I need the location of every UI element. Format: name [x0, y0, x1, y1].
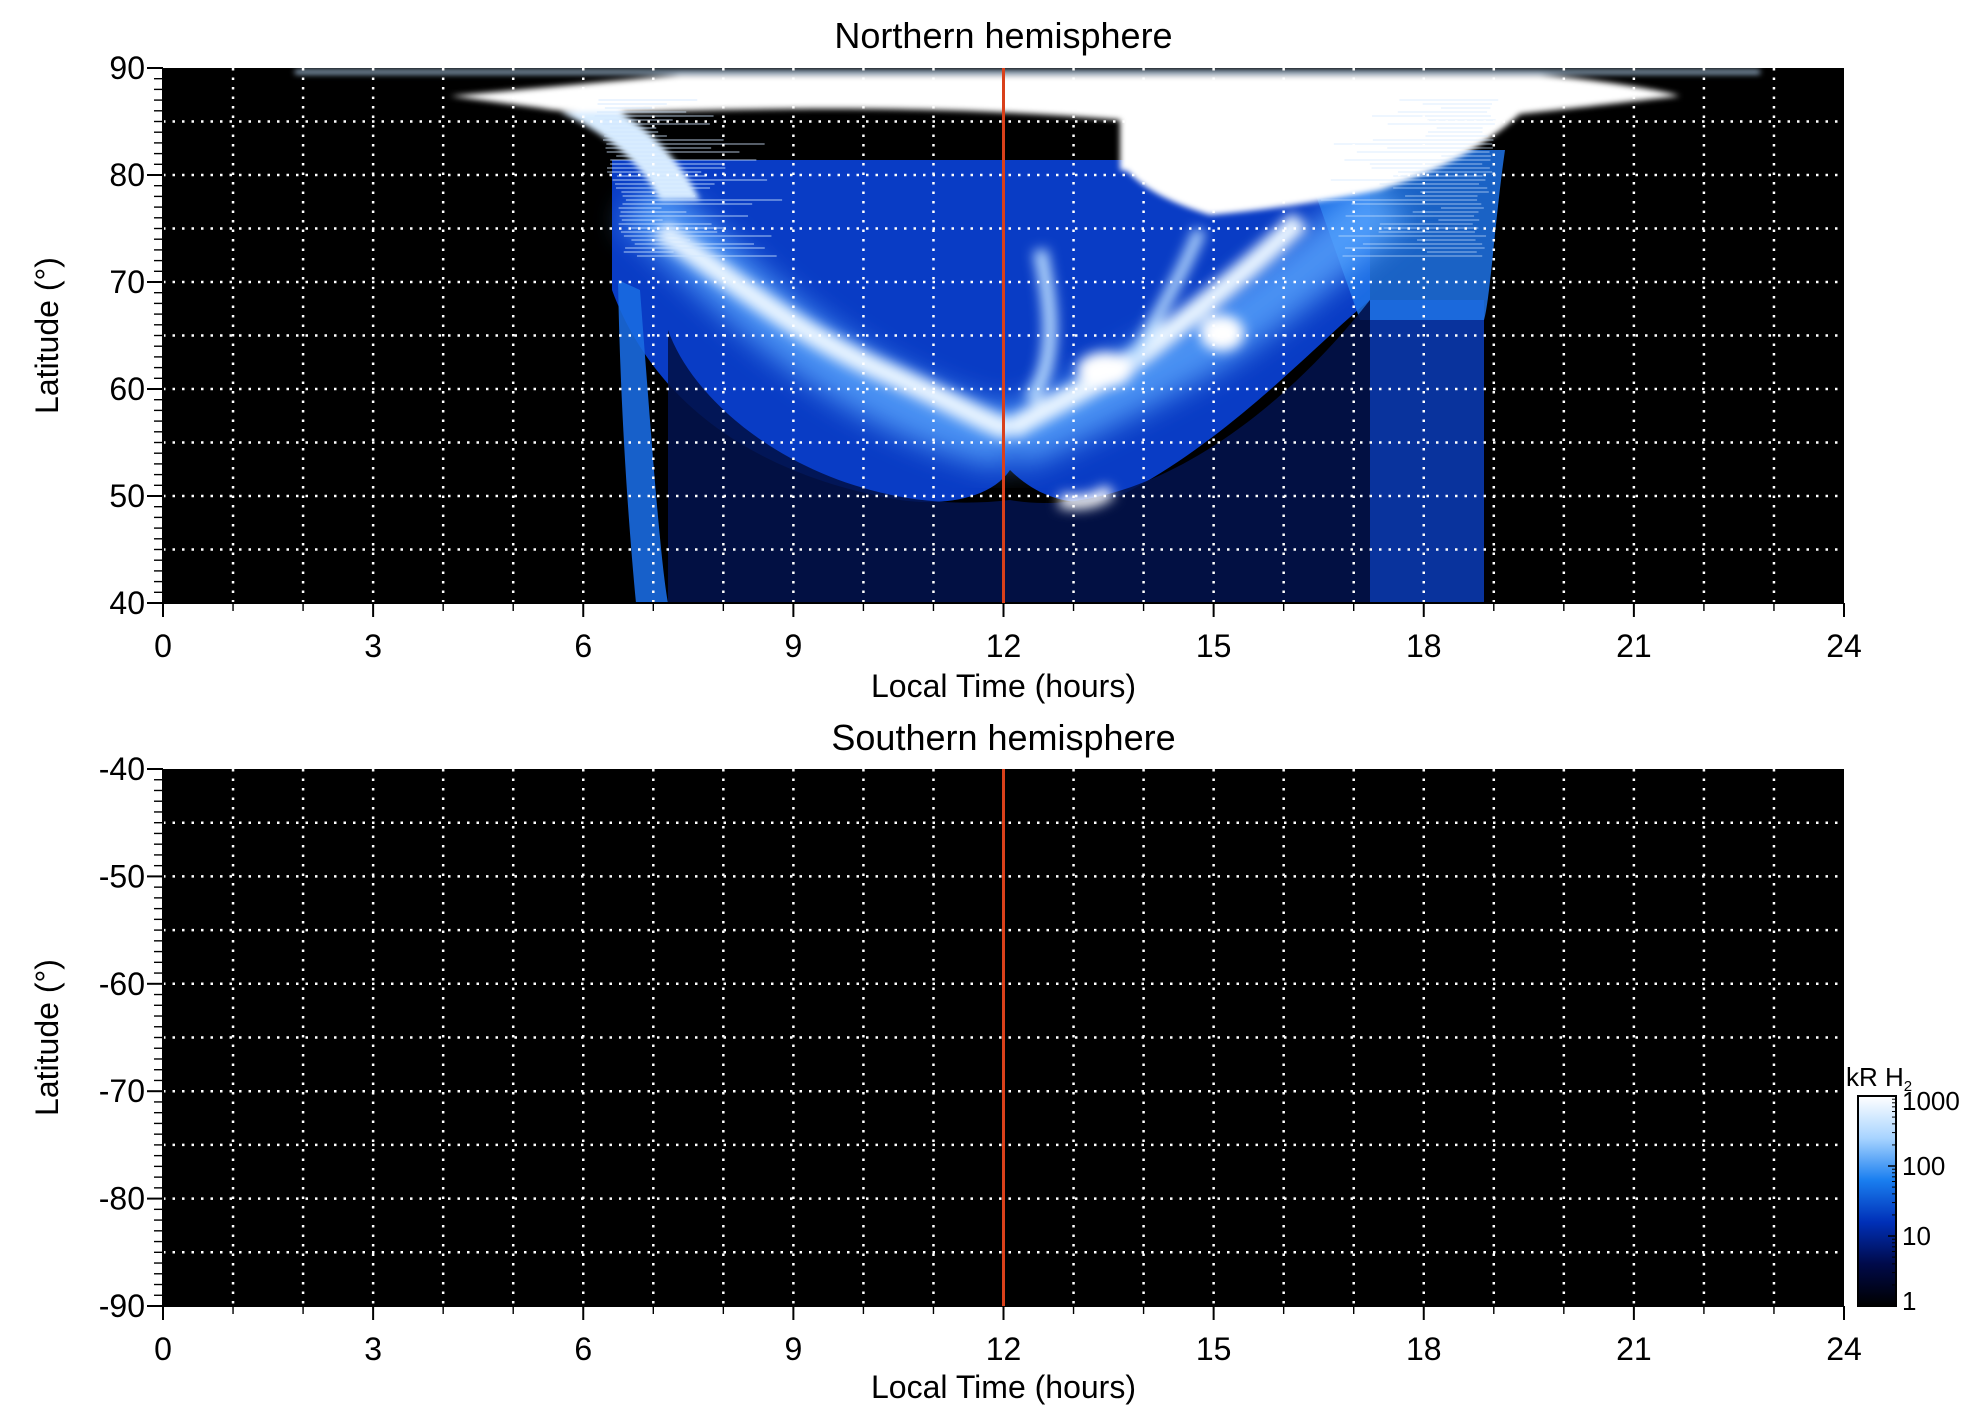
- x-tick-label: 3: [364, 628, 382, 664]
- northern-y-axis-ticks: 40 50 60 70 80 90: [109, 50, 145, 621]
- x-tick-label: 24: [1826, 628, 1862, 664]
- y-tick-label: -60: [99, 966, 145, 1002]
- x-tick-label: 21: [1616, 628, 1652, 664]
- emission-oval-bright: [653, 212, 1308, 509]
- northern-minor-ticks: [147, 67, 1845, 617]
- northern-x-axis-label: Local Time (hours): [871, 668, 1136, 704]
- emission-noise-region: [668, 300, 1370, 603]
- x-tick-label: 12: [986, 628, 1022, 664]
- southern-x-axis-ticks: 0 3 6 9 12 15 18 21 24: [154, 1331, 1862, 1367]
- x-tick-label: 0: [154, 628, 172, 664]
- x-tick-label: 15: [1196, 628, 1232, 664]
- emission-dayside-region: [612, 160, 1370, 503]
- y-tick-label: 50: [109, 478, 145, 514]
- colorbar-label: kR H2: [1846, 1062, 1912, 1095]
- emission-dusk-column: [1370, 300, 1484, 603]
- southern-y-axis-label: Latitude (°): [29, 959, 65, 1116]
- x-tick-label: 12: [986, 1331, 1022, 1367]
- northern-auroral-emission: [295, 70, 1760, 603]
- y-tick-label: -50: [99, 858, 145, 894]
- colorbar-tick-label: 1: [1902, 1286, 1916, 1316]
- y-tick-label: -90: [99, 1288, 145, 1324]
- northern-hemisphere-panel: Northern hemisphere: [29, 15, 1862, 704]
- southern-hemisphere-panel: Southern hemisphere 0 3 6 9 12 15 18 21 24 -40 -5…: [29, 717, 1862, 1405]
- colorbar-label-subscript: 2: [1904, 1078, 1912, 1095]
- northern-y-axis-label: Latitude (°): [29, 257, 65, 414]
- x-tick-label: 15: [1196, 1331, 1232, 1367]
- colorbar: kR H2 1000 100 10 1: [1846, 1062, 1960, 1316]
- colorbar-label-text: kR H: [1846, 1062, 1904, 1092]
- x-tick-label: 6: [574, 628, 592, 664]
- southern-y-axis-ticks: -40 -50 -60 -70 -80 -90: [99, 751, 145, 1324]
- x-tick-label: 18: [1406, 628, 1442, 664]
- x-tick-label: 9: [784, 1331, 802, 1367]
- colorbar-tick-label: 10: [1902, 1221, 1931, 1251]
- y-tick-label: 40: [109, 585, 145, 621]
- y-tick-label: 90: [109, 50, 145, 86]
- southern-panel-title: Southern hemisphere: [831, 717, 1175, 758]
- y-tick-label: -70: [99, 1073, 145, 1109]
- emission-streak-texture: [594, 99, 1499, 257]
- x-tick-label: 21: [1616, 1331, 1652, 1367]
- y-tick-label: -40: [99, 751, 145, 787]
- colorbar-tick-label: 1000: [1902, 1086, 1960, 1116]
- x-tick-label: 6: [574, 1331, 592, 1367]
- x-tick-label: 3: [364, 1331, 382, 1367]
- northern-panel-title: Northern hemisphere: [834, 15, 1172, 56]
- emission-dawn-column: [618, 280, 668, 603]
- y-tick-label: 70: [109, 264, 145, 300]
- x-tick-label: 9: [784, 628, 802, 664]
- x-tick-label: 24: [1826, 1331, 1862, 1367]
- colorbar-tick-label: 100: [1902, 1151, 1945, 1181]
- y-tick-label: 80: [109, 157, 145, 193]
- colorbar-ticks: 1000 100 10 1: [1888, 1086, 1960, 1316]
- x-tick-label: 18: [1406, 1331, 1442, 1367]
- x-tick-label: 0: [154, 1331, 172, 1367]
- northern-x-axis-ticks: 0 3 6 9 12 15 18 21 24: [154, 628, 1862, 664]
- y-tick-label: -80: [99, 1181, 145, 1217]
- y-tick-label: 60: [109, 371, 145, 407]
- southern-x-axis-label: Local Time (hours): [871, 1369, 1136, 1405]
- colorbar-gradient: [1857, 1095, 1897, 1307]
